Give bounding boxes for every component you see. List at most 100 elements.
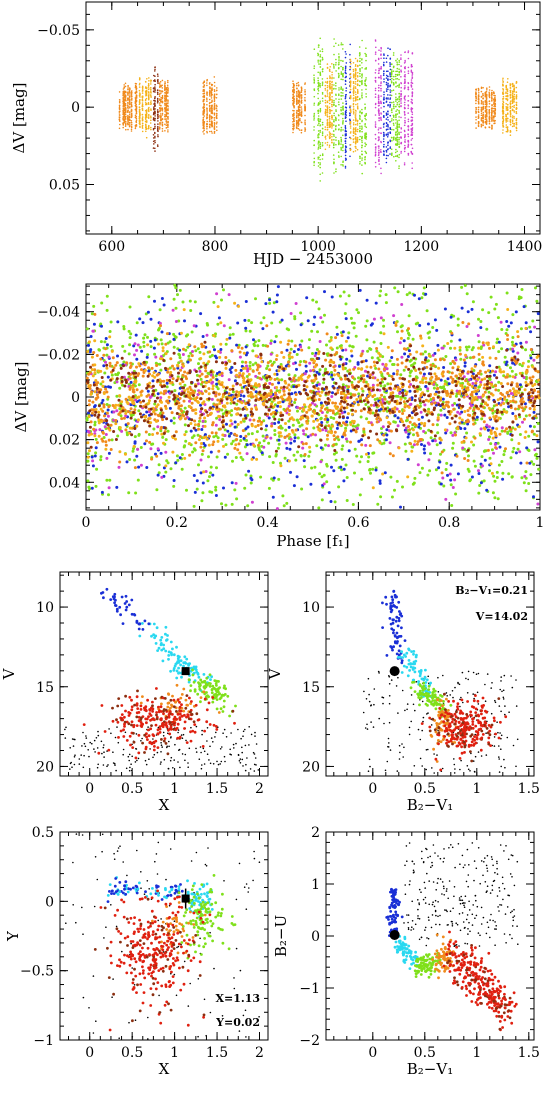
data-point: [411, 107, 414, 110]
data-point: [313, 104, 315, 106]
data-point: [319, 109, 322, 111]
data-point: [398, 153, 401, 156]
data-point: [365, 93, 367, 95]
data-point: [160, 122, 162, 124]
data-point: [150, 101, 152, 104]
data-point: [127, 128, 129, 131]
data-point: [345, 90, 347, 92]
data-point: [328, 117, 331, 119]
data-point: [410, 86, 413, 88]
data-point: [502, 90, 505, 92]
data-point: [158, 128, 161, 130]
data-point: [400, 82, 402, 84]
data-point: [509, 89, 512, 92]
data-point: [335, 105, 337, 107]
data-point: [354, 143, 357, 145]
data-point: [156, 102, 159, 104]
x-tick-label: 0.8: [438, 515, 460, 531]
data-point: [374, 53, 377, 55]
data-point: [154, 86, 156, 88]
data-point: [145, 91, 148, 93]
data-point: [502, 132, 504, 134]
data-point: [319, 143, 321, 146]
data-point: [300, 86, 303, 89]
data-point: [356, 120, 359, 123]
data-point: [378, 127, 380, 129]
data-point: [518, 362, 522, 366]
data-point: [325, 464, 329, 468]
data-point: [337, 151, 340, 153]
data-point: [478, 92, 480, 94]
data-point: [164, 106, 166, 109]
data-point: [355, 93, 357, 96]
data-point: [161, 87, 164, 89]
data-point: [403, 442, 407, 446]
data-point: [332, 130, 335, 132]
data-point: [365, 47, 367, 49]
data-point: [147, 433, 151, 436]
data-point: [203, 99, 205, 101]
data-point: [355, 137, 357, 140]
data-point: [344, 129, 347, 131]
data-point: [233, 488, 237, 492]
data-point: [331, 89, 333, 91]
data-point: [100, 301, 104, 305]
data-point: [313, 115, 315, 118]
data-point: [317, 307, 321, 311]
data-point: [451, 446, 455, 450]
data-point: [502, 115, 505, 118]
data-point: [349, 144, 352, 146]
data-point: [502, 122, 504, 125]
data-point: [167, 81, 169, 84]
data-point: [340, 130, 342, 132]
data-point: [165, 110, 168, 112]
data-point: [361, 153, 363, 155]
data-point: [335, 88, 337, 90]
data-point: [324, 81, 327, 83]
data-point: [317, 158, 320, 160]
data-point: [482, 97, 485, 99]
data-point: [477, 358, 481, 362]
data-point: [477, 98, 480, 101]
data-point: [496, 497, 500, 501]
data-point: [216, 110, 218, 112]
data-point: [354, 141, 357, 143]
data-point: [317, 146, 320, 149]
data-point: [216, 87, 218, 89]
data-point: [123, 101, 125, 103]
data-point: [359, 64, 361, 66]
data-point: [340, 109, 343, 112]
data-point: [198, 419, 201, 423]
data-point: [480, 120, 483, 122]
data-point: [300, 114, 303, 116]
data-point: [308, 338, 311, 342]
data-point: [410, 143, 413, 146]
data-point: [412, 433, 415, 437]
data-point: [139, 120, 141, 123]
data-point: [411, 137, 414, 140]
data-point: [297, 116, 300, 118]
data-point: [502, 106, 505, 108]
data-point: [365, 319, 369, 323]
data-point: [345, 106, 348, 109]
data-point: [331, 71, 333, 74]
data-point: [511, 336, 515, 339]
data-point: [127, 106, 129, 108]
data-point: [509, 100, 512, 102]
data-point: [480, 90, 483, 93]
data-point: [396, 134, 399, 136]
data-point: [345, 134, 347, 136]
data-point: [344, 154, 347, 157]
data-point: [127, 86, 129, 88]
data-point: [442, 484, 446, 488]
data-point: [318, 145, 320, 147]
data-point: [404, 76, 406, 78]
data-point: [490, 114, 493, 117]
data-point: [137, 409, 141, 413]
data-point: [509, 118, 512, 121]
data-point: [184, 430, 188, 434]
data-point: [159, 102, 161, 104]
data-point: [293, 101, 295, 104]
data-point: [127, 110, 129, 113]
data-point: [130, 103, 133, 106]
